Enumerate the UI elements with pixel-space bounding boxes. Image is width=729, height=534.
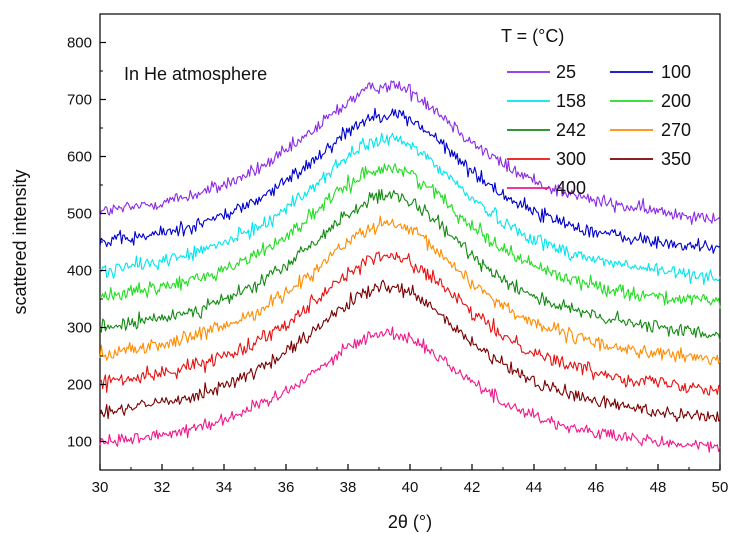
y-axis-label: scattered intensity [10, 169, 30, 314]
legend-label-242: 242 [556, 120, 586, 140]
x-tick-label: 30 [92, 479, 109, 496]
legend-title: T = (°C) [501, 26, 564, 46]
x-tick-label: 48 [650, 479, 667, 496]
series-line-25 [99, 80, 721, 225]
series-line-400 [99, 326, 721, 453]
y-tick-label: 400 [67, 263, 92, 280]
series-line-100 [99, 107, 721, 254]
series-line-242 [99, 188, 721, 342]
x-axis: 30 32 34 36 38 40 42 44 46 48 50 [92, 464, 729, 496]
x-tick-label: 50 [712, 479, 729, 496]
legend-label-200: 200 [661, 91, 691, 111]
series-line-158 [99, 132, 721, 286]
annotation-text: In He atmosphere [124, 64, 267, 84]
y-axis: 100 200 300 400 500 600 700 800 [67, 35, 106, 451]
x-axis-label: 2θ (°) [388, 512, 432, 532]
legend-label-270: 270 [661, 120, 691, 140]
y-tick-label: 600 [67, 149, 92, 166]
y-tick-label: 300 [67, 320, 92, 337]
y-tick-label: 100 [67, 434, 92, 451]
legend-label-400: 400 [556, 178, 586, 198]
y-tick-label: 800 [67, 35, 92, 52]
y-tick-label: 500 [67, 206, 92, 223]
x-tick-label: 36 [278, 479, 295, 496]
legend: T = (°C) 25 100 158 200 242 270 300 350 400 [501, 26, 691, 198]
x-tick-label: 40 [402, 479, 419, 496]
series-line-200 [100, 163, 721, 309]
x-tick-label: 44 [526, 479, 543, 496]
x-tick-label: 38 [340, 479, 357, 496]
legend-label-25: 25 [556, 62, 576, 82]
x-tick-label: 32 [154, 479, 171, 496]
x-tick-label: 42 [464, 479, 481, 496]
y-tick-label: 700 [67, 92, 92, 109]
series-line-270 [99, 215, 721, 366]
legend-label-300: 300 [556, 149, 586, 169]
series-layer [99, 80, 721, 453]
x-tick-label: 34 [216, 479, 233, 496]
legend-label-158: 158 [556, 91, 586, 111]
x-tick-label: 46 [588, 479, 605, 496]
y-tick-label: 200 [67, 377, 92, 394]
legend-label-350: 350 [661, 149, 691, 169]
series-line-300 [99, 251, 721, 396]
legend-label-100: 100 [661, 62, 691, 82]
series-line-350 [99, 279, 721, 423]
